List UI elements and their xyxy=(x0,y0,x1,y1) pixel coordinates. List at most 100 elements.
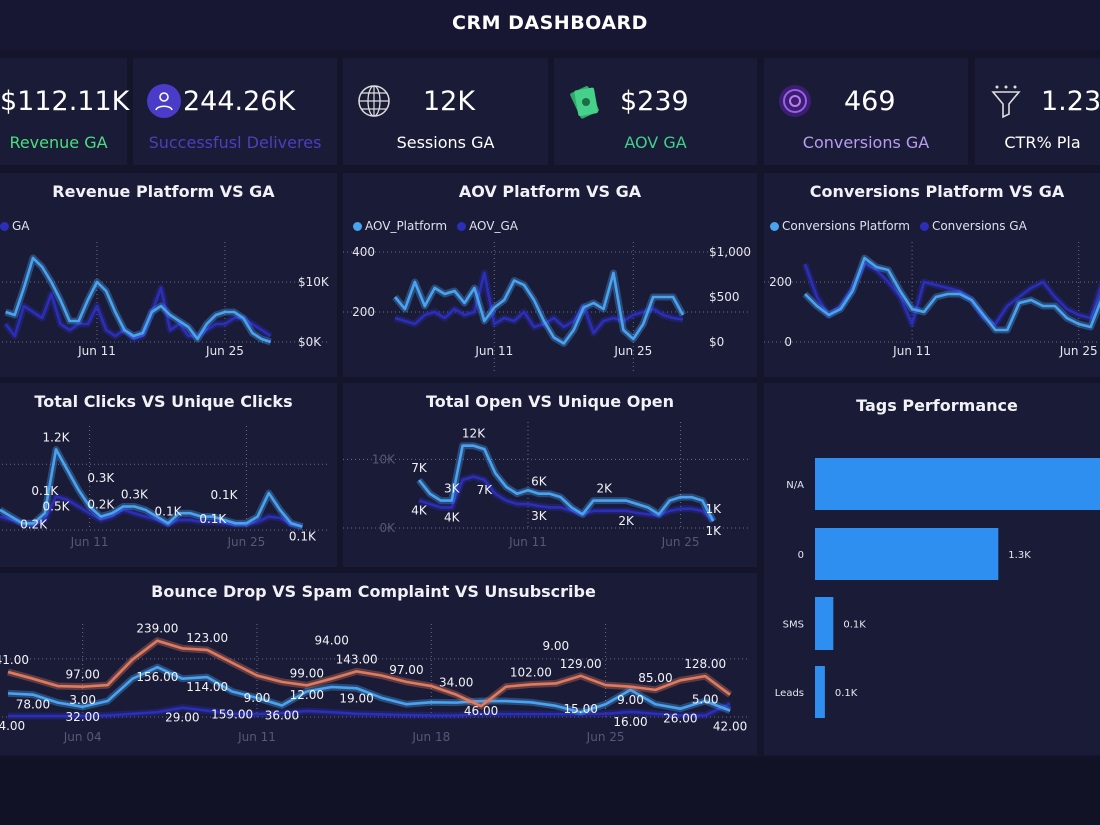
kpi-value: 12K xyxy=(423,86,476,117)
series-line-0[interactable] xyxy=(7,639,731,708)
kpi-value: $239 xyxy=(620,86,689,117)
x-tick-label: Jun 18 xyxy=(411,730,450,744)
data-label: 9.00 xyxy=(244,691,271,705)
category-label: SMS xyxy=(783,620,804,631)
y-tick-label: 10K xyxy=(372,452,396,466)
legend-marker xyxy=(919,222,929,231)
target-icon xyxy=(778,84,812,118)
data-label: 6K xyxy=(531,475,548,489)
series-line-0[interactable] xyxy=(0,448,303,528)
data-label: 29.00 xyxy=(165,711,199,725)
kpi-label: Sessions GA xyxy=(396,133,495,152)
globe-icon xyxy=(357,84,391,118)
data-label: 2K xyxy=(618,514,635,528)
series-line-0[interactable] xyxy=(417,444,715,522)
bounce-chart-panel: Bounce Drop VS Spam Complaint VS Unsubsc… xyxy=(0,573,757,755)
kpi-card: 1.23 CTR% Pla xyxy=(975,58,1100,165)
revenue-chart-panel: Revenue Platform VS GA GA Jun 11 Jun 25 $0K $… xyxy=(0,173,337,377)
data-label: 4K xyxy=(444,510,461,524)
series-line-0[interactable] xyxy=(804,256,1100,332)
data-label: 143.00 xyxy=(336,652,378,666)
page-title: CRM DASHBOARD xyxy=(452,12,648,34)
data-label: 97.00 xyxy=(66,668,100,682)
data-label: 239.00 xyxy=(136,622,178,636)
data-label: 36.00 xyxy=(265,709,299,723)
data-label: 42.00 xyxy=(713,720,747,734)
data-label: 78.00 xyxy=(16,698,50,712)
chart-title: AOV Platform VS GA xyxy=(458,182,642,201)
data-label: 16.00 xyxy=(613,715,647,729)
y-tick-label: 0 xyxy=(784,335,792,349)
legend-marker xyxy=(457,222,467,231)
kpi-card: $239 AOV GA xyxy=(554,58,757,165)
data-label: 9.00 xyxy=(542,639,569,653)
x-tick-label: Jun 25 xyxy=(613,344,652,358)
data-label: 34.00 xyxy=(439,676,473,690)
legend-item[interactable]: AOV_GA xyxy=(457,219,518,233)
chart-title: Tags Performance xyxy=(856,396,1018,415)
legend-label: GA xyxy=(12,219,30,233)
kpi-value: 469 xyxy=(844,86,896,117)
legend-label: Conversions GA xyxy=(931,219,1027,233)
data-label: 0.1K xyxy=(211,488,239,502)
legend-item[interactable]: AOV_Platform xyxy=(353,219,447,233)
bar[interactable] xyxy=(815,666,825,718)
series-line-0[interactable] xyxy=(393,271,685,345)
kpi-value: 244.26K xyxy=(183,86,296,117)
x-tick-label: Jun 25 xyxy=(205,344,244,358)
data-label: 156.00 xyxy=(136,670,178,684)
x-tick-label: Jun 25 xyxy=(661,535,700,549)
data-label: 3K xyxy=(531,509,548,523)
y2-tick-label: $1,000 xyxy=(709,245,751,259)
category-label: Leads xyxy=(775,688,804,699)
chart-legend: AOV_Platform AOV_GA xyxy=(353,219,528,233)
data-label: 99.00 xyxy=(290,666,324,680)
data-label: 3.00 xyxy=(69,693,96,707)
data-label: 74.00 xyxy=(0,719,25,733)
legend-item[interactable]: Conversions Platform xyxy=(770,219,910,233)
bar[interactable] xyxy=(815,528,999,580)
data-label: 1K xyxy=(706,524,723,538)
legend-marker xyxy=(0,222,9,231)
series-line-1[interactable] xyxy=(7,665,731,714)
legend-item[interactable]: Conversions GA xyxy=(919,219,1027,233)
data-label: 9.00 xyxy=(617,693,644,707)
kpi-card: 244.26K Successfusl Deliveres xyxy=(133,58,337,165)
bar[interactable] xyxy=(815,458,1100,510)
x-tick-label: Jun 11 xyxy=(474,344,513,358)
data-label: 5.00 xyxy=(692,692,719,706)
funnel-icon xyxy=(989,84,1023,119)
kpi-card: 12K Sessions GA xyxy=(343,58,548,165)
legend-label: Conversions Platform xyxy=(782,219,910,233)
kpi-label: CTR% Pla xyxy=(1004,133,1081,152)
data-label: 114.00 xyxy=(186,680,228,694)
y2-tick-label: $500 xyxy=(709,290,740,304)
series-line-1[interactable] xyxy=(394,271,684,335)
opens-chart-panel: Total Open VS Unique Open Jun 11 Jun 25 0K 1… xyxy=(343,383,757,567)
aov-chart-panel: AOV Platform VS GA AOV_Platform AOV_GA Jun … xyxy=(343,173,757,377)
data-label: 19.00 xyxy=(339,691,373,705)
data-label: 159.00 xyxy=(211,707,253,721)
legend-item[interactable]: GA xyxy=(0,219,30,233)
data-label: 123.00 xyxy=(186,631,228,645)
series-line-1[interactable] xyxy=(0,495,303,528)
bar[interactable] xyxy=(815,597,834,650)
series-line-0[interactable] xyxy=(5,256,272,344)
kpi-label: Successfusl Deliveres xyxy=(148,133,322,152)
bar-value-label: 0.1K xyxy=(843,620,866,631)
data-label: 129.00 xyxy=(560,657,602,671)
data-label: 85.00 xyxy=(638,671,672,685)
y-tick-label: 200 xyxy=(352,305,375,319)
data-label: 1.2K xyxy=(43,430,71,444)
series-line-1[interactable] xyxy=(418,475,715,523)
data-label: 7K xyxy=(477,483,494,497)
kpi-value: 1.23 xyxy=(1041,86,1100,117)
kpi-label: Revenue GA xyxy=(9,133,108,152)
header: CRM DASHBOARD xyxy=(0,0,1100,50)
series-line-2[interactable] xyxy=(8,702,731,718)
legend-label: AOV_GA xyxy=(469,219,519,233)
chart-title: Total Open VS Unique Open xyxy=(425,392,675,411)
data-label: 7K xyxy=(411,461,428,475)
series-line-1[interactable] xyxy=(4,286,272,341)
x-tick-label: Jun 11 xyxy=(892,344,931,358)
